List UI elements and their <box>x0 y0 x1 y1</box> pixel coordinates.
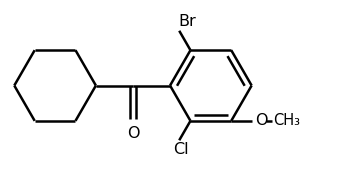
Text: O: O <box>255 113 267 128</box>
Text: Br: Br <box>178 14 196 29</box>
Text: Cl: Cl <box>173 142 188 156</box>
Text: O: O <box>127 126 139 141</box>
Text: CH₃: CH₃ <box>273 113 300 128</box>
